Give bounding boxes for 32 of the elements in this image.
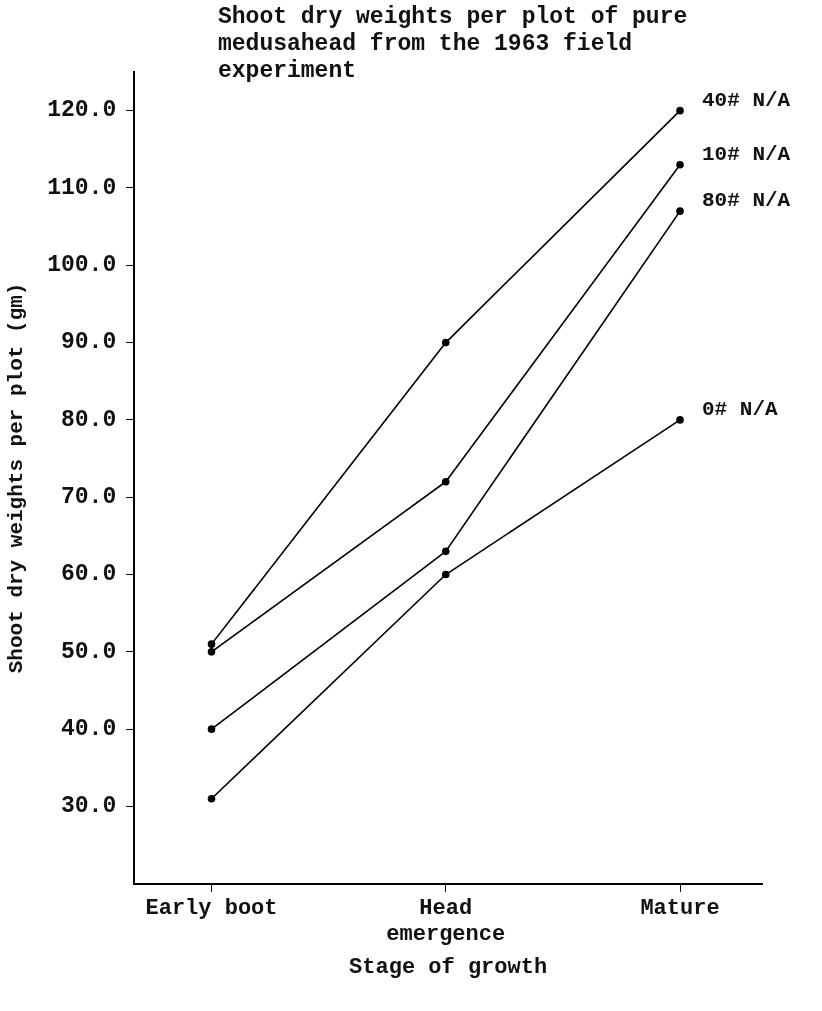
point: [441, 570, 450, 579]
series-label: 40# N/A: [702, 88, 791, 112]
y-tick-label: 40.0: [60, 715, 117, 742]
y-tick-label: 50.0: [60, 638, 117, 665]
y-tick-label: 110.0: [47, 174, 117, 201]
x-tick-label: Early boot: [145, 895, 278, 921]
y-axis-title: Shoot dry weights per plot (gm): [4, 282, 28, 674]
series-label: 0# N/A: [702, 398, 779, 422]
x-tick-label: Head emergence: [386, 895, 506, 947]
y-tick-label: 60.0: [60, 561, 117, 588]
series-label: 10# N/A: [702, 143, 791, 167]
y-tick-label: 100.0: [47, 252, 117, 279]
point: [676, 416, 684, 424]
point: [207, 725, 216, 733]
point: [441, 547, 450, 556]
series-label: 80# N/A: [702, 189, 791, 213]
x-axis-title: Stage of growth: [349, 955, 548, 981]
point: [441, 338, 450, 347]
point: [207, 648, 216, 656]
chart-title: Shoot dry weights per plot of pure medusahead from the 1963 field experiment: [218, 4, 689, 85]
point: [676, 207, 684, 215]
point: [676, 160, 684, 169]
y-tick-label: 30.0: [60, 793, 117, 820]
y-tick-label: 120.0: [47, 97, 117, 124]
point: [207, 640, 216, 648]
x-tick-label: Mature: [640, 895, 720, 921]
point: [207, 794, 216, 803]
y-tick-label: 90.0: [60, 329, 117, 356]
point: [676, 106, 684, 115]
y-tick-label: 70.0: [60, 484, 117, 511]
y-tick-label: 80.0: [60, 406, 117, 433]
point: [441, 477, 450, 486]
